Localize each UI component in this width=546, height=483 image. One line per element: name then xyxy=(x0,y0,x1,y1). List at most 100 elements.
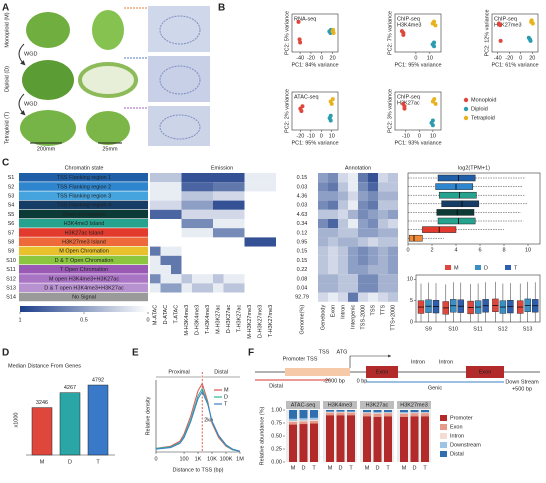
panel-label: C xyxy=(2,158,9,169)
promoter xyxy=(285,368,350,376)
box xyxy=(435,183,474,190)
heat-cell xyxy=(202,191,213,201)
bar-segment xyxy=(289,418,297,421)
heat-cell xyxy=(160,173,171,183)
state-bar xyxy=(19,237,148,246)
x-axis-label: Distance to TSS (bp) xyxy=(173,467,224,473)
column-label: D-H3K27ac xyxy=(226,305,232,334)
genome-pct: 0.03 xyxy=(297,184,308,190)
column-label: D-H3K4me3 xyxy=(195,305,201,335)
heat-cell xyxy=(160,274,171,284)
bar-segment xyxy=(384,416,392,462)
panel-label: D xyxy=(2,348,9,359)
heat-cell xyxy=(255,283,266,293)
bar-segment xyxy=(410,416,419,462)
bar-segment xyxy=(384,412,392,413)
state-name: M Open Chromation xyxy=(59,249,109,255)
genome-pct: 0.04 xyxy=(297,285,308,291)
heat-cell xyxy=(255,246,266,256)
heat-cell xyxy=(171,228,182,238)
heat-cell xyxy=(213,173,224,183)
heat-cell xyxy=(378,255,388,265)
heat-cell xyxy=(328,209,338,219)
column-label: TSS xyxy=(370,304,376,315)
line xyxy=(155,390,241,452)
heat-cell xyxy=(213,228,224,238)
plot-title: H3K4me3 xyxy=(397,22,421,28)
bar-segment xyxy=(363,412,371,413)
bar-segment xyxy=(400,410,408,413)
heat-cell xyxy=(255,237,266,247)
heat-cell xyxy=(388,228,398,238)
x-tick-label: 6 xyxy=(478,247,481,253)
heat-cell xyxy=(244,219,255,229)
legend-swatch xyxy=(475,265,481,270)
y-axis-label: Relative abundance (%) xyxy=(259,406,265,465)
heat-cell xyxy=(223,173,234,183)
x-axis-label: PC1: 95% variance xyxy=(394,62,441,68)
heat-cell xyxy=(265,182,276,192)
heat-cell xyxy=(348,274,358,284)
heat-cell xyxy=(348,255,358,265)
x-tick-label: D xyxy=(68,459,72,465)
heat-cell xyxy=(265,191,276,201)
plot-title: RNA-seq xyxy=(294,16,316,22)
heat-cell xyxy=(213,255,224,265)
heat-cell xyxy=(244,237,255,247)
x-tick-label: D xyxy=(302,465,306,471)
facet-header xyxy=(286,401,320,409)
heat-cell xyxy=(368,228,378,238)
diagram-label: TSS xyxy=(319,349,330,355)
x-tick-label: 10K xyxy=(207,456,217,462)
box xyxy=(408,234,423,242)
bar-segment xyxy=(347,411,355,413)
x-tick-label: 4 xyxy=(454,247,457,253)
heat-cell xyxy=(318,191,328,201)
point xyxy=(401,32,406,37)
point xyxy=(528,38,533,43)
heat-cell xyxy=(244,246,255,256)
heat-cell xyxy=(150,228,161,238)
heat-cell xyxy=(150,255,161,265)
y-axis-label: Relative density xyxy=(145,396,151,435)
bar-segment xyxy=(310,423,318,462)
genome-pct: 0.22 xyxy=(297,267,308,273)
heat-cell xyxy=(338,182,348,192)
x-tick-label: D xyxy=(339,465,343,471)
legend-label: D xyxy=(484,265,488,271)
x-tick-label: T xyxy=(386,465,390,471)
x-tick-label: -20 xyxy=(307,55,315,61)
bar-segment xyxy=(326,411,334,413)
point xyxy=(296,19,301,24)
heat-cell xyxy=(181,209,192,219)
heat-cell xyxy=(234,283,245,293)
heat-cell xyxy=(202,173,213,183)
heat-cell xyxy=(378,182,388,192)
plant xyxy=(26,12,70,48)
heat-cell xyxy=(244,292,255,302)
heat-cell xyxy=(358,265,368,275)
heat-cell xyxy=(192,200,203,210)
heat-cell xyxy=(255,274,266,284)
heat-cell xyxy=(234,265,245,275)
bar-segment xyxy=(373,410,382,413)
heat-cell xyxy=(388,274,398,284)
heat-cell xyxy=(358,228,368,238)
heat-cell xyxy=(202,200,213,210)
heat-cell xyxy=(181,228,192,238)
heat-cell xyxy=(213,237,224,247)
plot-title: H3K27me3 xyxy=(494,22,522,28)
diagram-label: Intron xyxy=(439,359,453,365)
x-tick-label: 100K xyxy=(220,456,233,462)
bar-segment xyxy=(421,416,429,462)
heat-cell xyxy=(150,191,161,201)
heat-cell xyxy=(223,274,234,284)
x-tick-label: M xyxy=(402,465,407,471)
heat-cell xyxy=(150,219,161,229)
heat-cell xyxy=(338,265,348,275)
heat-cell xyxy=(265,274,276,284)
heat-cell xyxy=(223,237,234,247)
heat-cell xyxy=(202,265,213,275)
heat-cell xyxy=(234,209,245,219)
y-axis-label: x1000 xyxy=(13,413,19,428)
